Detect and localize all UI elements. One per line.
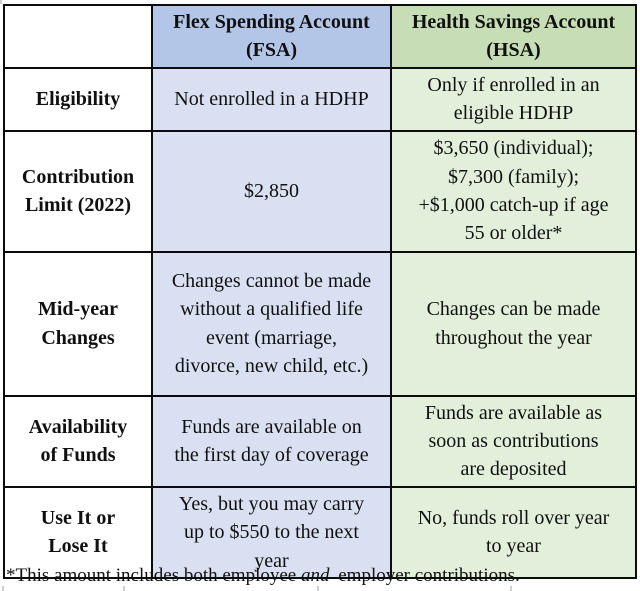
gridline-tick bbox=[2, 586, 4, 591]
cell-use-it-or-lose-it-hsa: No, funds roll over year to year bbox=[390, 485, 637, 579]
row-label-use-it-or-lose-it: Use It or Lose It bbox=[3, 485, 153, 579]
gridline-tick bbox=[510, 586, 512, 591]
column-header-fsa: Flex Spending Account (FSA) bbox=[151, 4, 392, 69]
footnote-suffix: employer contributions. bbox=[333, 565, 520, 586]
cell-eligibility-hsa: Only if enrolled in an eligible HDHP bbox=[390, 66, 637, 132]
row-label-availability-of-funds: Availability of Funds bbox=[3, 394, 153, 488]
cell-eligibility-fsa: Not enrolled in a HDHP bbox=[151, 66, 392, 132]
fsa-hsa-comparison-table: Flex Spending Account (FSA) Health Savin… bbox=[3, 4, 637, 579]
column-header-hsa: Health Savings Account (HSA) bbox=[390, 4, 637, 69]
cell-availability-of-funds-fsa: Funds are available on the first day of … bbox=[151, 394, 392, 488]
table-row-contribution-limit: Contribution Limit (2022) $2,850 $3,650 … bbox=[3, 129, 637, 253]
table-row-availability-of-funds: Availability of Funds Funds are availabl… bbox=[3, 394, 637, 488]
table-row-mid-year-changes: Mid-year Changes Changes cannot be made … bbox=[3, 250, 637, 397]
cell-contribution-limit-fsa: $2,850 bbox=[151, 129, 392, 253]
footnote-italic-word: and bbox=[300, 565, 330, 586]
cell-use-it-or-lose-it-fsa: Yes, but you may carry up to $550 to the… bbox=[151, 485, 392, 579]
table-row-eligibility: Eligibility Not enrolled in a HDHP Only … bbox=[3, 66, 637, 132]
gridline-tick bbox=[0, 0, 2, 4]
cell-mid-year-changes-fsa: Changes cannot be made without a qualifi… bbox=[151, 250, 392, 397]
table-row-use-it-or-lose-it: Use It or Lose It Yes, but you may carry… bbox=[3, 485, 637, 579]
cell-availability-of-funds-hsa: Funds are available as soon as contribut… bbox=[390, 394, 637, 488]
cell-contribution-limit-hsa: $3,650 (individual); $7,300 (family); +$… bbox=[390, 129, 637, 253]
footnote-prefix: *This amount includes both employee bbox=[6, 565, 301, 586]
table-header-row: Flex Spending Account (FSA) Health Savin… bbox=[3, 4, 637, 69]
row-label-eligibility: Eligibility bbox=[3, 66, 153, 132]
cell-mid-year-changes-hsa: Changes can be made throughout the year bbox=[390, 250, 637, 397]
footnote: *This amount includes both employee and … bbox=[6, 565, 634, 587]
gridline-tick bbox=[123, 586, 125, 591]
gridline-tick bbox=[317, 586, 319, 591]
row-label-mid-year-changes: Mid-year Changes bbox=[3, 250, 153, 397]
corner-cell bbox=[3, 4, 153, 69]
row-label-contribution-limit: Contribution Limit (2022) bbox=[3, 129, 153, 253]
